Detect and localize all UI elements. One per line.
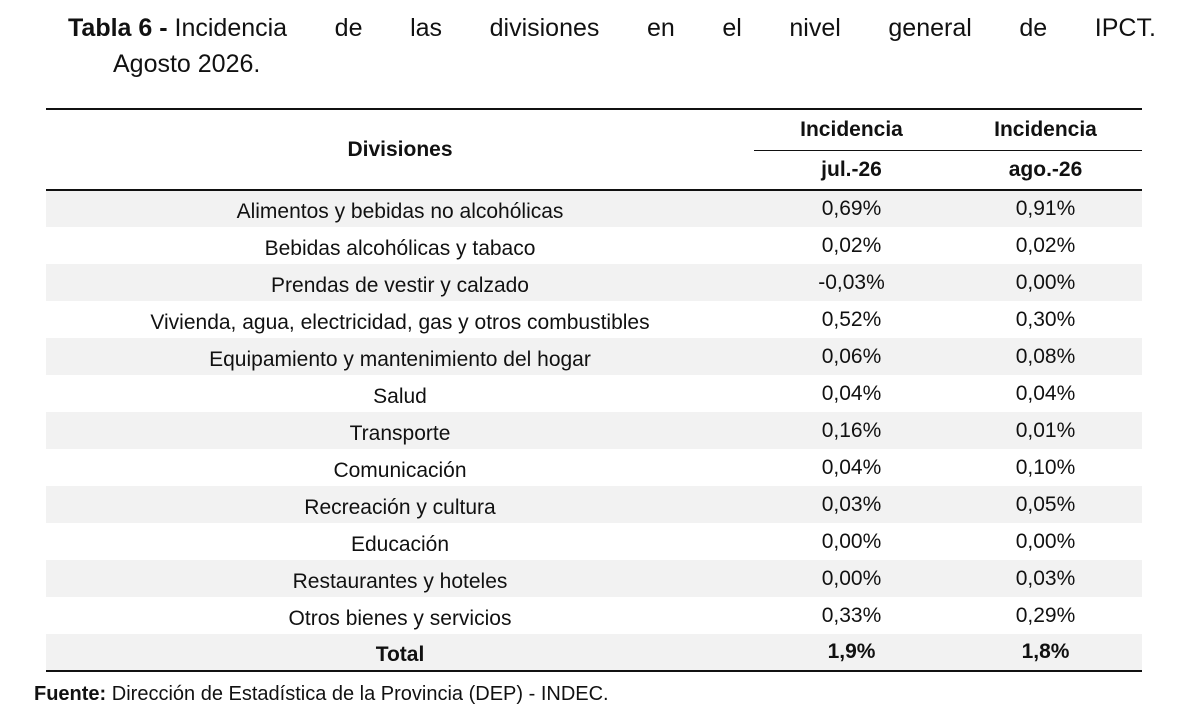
division-cell: Comunicación [333,458,467,482]
jul-cell: 0,04% [821,455,882,479]
division-cell: Equipamiento y mantenimiento del hogar [209,347,591,371]
ago-cell: 0,01% [1015,418,1076,442]
title-word: de [334,14,363,42]
title-word: nivel [789,14,841,42]
table-title: Tabla 6 - Incidencia de las divisiones e… [68,10,1156,82]
ago-cell: 0,10% [1015,455,1076,479]
jul-cell: -0,03% [818,270,885,294]
header-col2-bottom: ago.-26 [1008,158,1083,181]
header-col1-bottom: jul.-26 [821,158,882,181]
table-row: Prendas de vestir y calzado -0,03% 0,00% [46,264,1142,301]
title-word: divisiones [489,14,600,42]
table-row: Restaurantes y hoteles 0,00% 0,03% [46,560,1142,597]
table-row: Educación 0,00% 0,00% [46,523,1142,560]
jul-cell: 0,33% [821,603,882,627]
title-word: las [410,14,443,42]
header-divisiones: Divisiones [347,137,453,161]
title-word: Incidencia [174,14,288,42]
table-row: Equipamiento y mantenimiento del hogar 0… [46,338,1142,375]
jul-cell: 0,00% [821,529,882,553]
ago-cell: 0,02% [1015,233,1076,257]
division-cell: Salud [373,384,427,408]
table-row: Salud 0,04% 0,04% [46,375,1142,412]
title-line-2: Agosto 2026. [113,50,261,78]
ago-cell: 0,05% [1015,492,1076,516]
total-row: Total 1,9% 1,8% [46,634,1142,671]
jul-cell: 0,52% [821,307,882,331]
table-row: Comunicación 0,04% 0,10% [46,449,1142,486]
jul-cell: 0,69% [821,197,882,220]
ago-cell: 0,03% [1015,566,1076,590]
ago-cell: 0,30% [1015,307,1076,331]
jul-cell: 0,02% [821,233,882,257]
division-cell: Bebidas alcohólicas y tabaco [264,236,536,260]
division-cell: Otros bienes y servicios [288,606,512,630]
ago-cell: 0,00% [1015,529,1076,553]
source-note: Fuente: Dirección de Estadística de la P… [34,683,609,706]
ago-cell: 0,29% [1015,603,1076,627]
division-cell: Recreación y cultura [304,495,496,519]
title-word: el [722,14,742,42]
jul-cell: 0,00% [821,566,882,590]
division-cell: Alimentos y bebidas no alcohólicas [236,200,564,223]
title-word: de [1019,14,1048,42]
table-row: Recreación y cultura 0,03% 0,05% [46,486,1142,523]
title-word: en [646,14,675,42]
total-ago: 1,8% [1021,640,1070,663]
ago-cell: 0,91% [1015,197,1076,220]
jul-cell: 0,06% [821,344,882,368]
jul-cell: 0,16% [821,418,882,442]
table-row: Otros bienes y servicios 0,33% 0,29% [46,597,1142,634]
source-label: Fuente: [34,683,107,705]
table-row: Alimentos y bebidas no alcohólicas 0,69%… [46,190,1142,227]
division-cell: Transporte [349,421,451,445]
header-col2-top: Incidencia [949,109,1142,151]
source-text: Dirección de Estadística de la Provincia… [106,683,609,705]
division-cell: Restaurantes y hoteles [292,569,508,593]
jul-cell: 0,04% [821,381,882,405]
title-word: general [888,14,972,42]
title-word: IPCT. [1094,14,1156,42]
ago-cell: 0,00% [1015,270,1076,294]
division-cell: Educación [350,532,450,556]
table-row: Transporte 0,16% 0,01% [46,412,1142,449]
ago-cell: 0,08% [1015,344,1076,368]
title-label: Tabla 6 - [68,14,168,42]
jul-cell: 0,03% [821,492,882,516]
incidence-table: Divisiones Incidencia Incidencia jul.-26… [46,108,1142,672]
division-cell: Vivienda, agua, electricidad, gas y otro… [150,310,650,334]
title-line-1: Tabla 6 - Incidencia de las divisiones e… [68,10,1156,46]
table-row: Vivienda, agua, electricidad, gas y otro… [46,301,1142,338]
total-label: Total [375,643,425,666]
ago-cell: 0,04% [1015,381,1076,405]
table-row: Bebidas alcohólicas y tabaco 0,02% 0,02% [46,227,1142,264]
header-col1-top: Incidencia [754,109,949,151]
total-jul: 1,9% [827,640,876,663]
division-cell: Prendas de vestir y calzado [271,273,529,297]
